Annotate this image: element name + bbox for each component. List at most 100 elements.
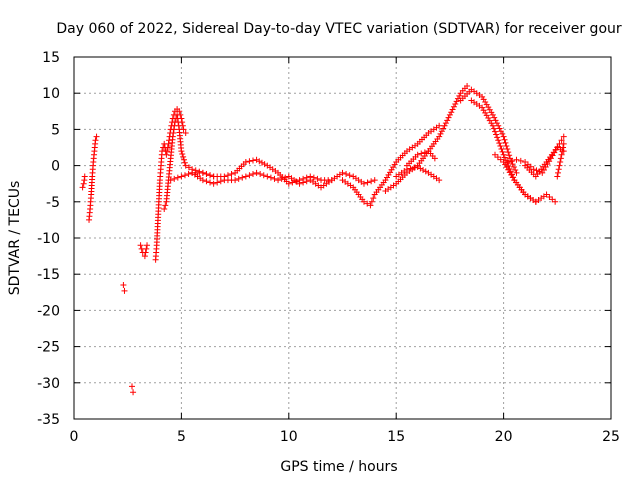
data-point: [513, 156, 520, 163]
y-tick-label: -25: [37, 340, 60, 356]
data-point: [261, 161, 268, 168]
data-point: [498, 145, 505, 152]
data-point: [494, 134, 501, 141]
series-trace-day-2: [189, 169, 378, 191]
data-point: [456, 92, 463, 99]
data-point: [502, 139, 509, 146]
data-point: [414, 164, 421, 171]
data-point: [162, 202, 169, 209]
series-trace-early-2: [86, 133, 100, 223]
data-point: [232, 177, 239, 184]
data-point: [560, 144, 567, 151]
data-point: [558, 137, 565, 144]
data-point: [558, 151, 565, 158]
data-point: [500, 151, 507, 158]
data-point: [303, 178, 310, 185]
data-point: [554, 173, 561, 180]
data-point: [441, 122, 448, 129]
data-point: [450, 103, 457, 110]
data-point: [199, 169, 206, 176]
data-point: [499, 148, 506, 155]
data-point: [442, 120, 449, 127]
data-point: [144, 242, 151, 249]
data-point: [282, 174, 289, 181]
data-point: [182, 130, 189, 137]
series-trace-midday: [339, 122, 443, 209]
series-trace-3h: [137, 242, 151, 260]
data-point: [368, 198, 375, 205]
data-point: [557, 158, 564, 165]
data-point: [179, 151, 186, 158]
x-tick-label: 15: [387, 429, 405, 445]
data-point: [181, 172, 188, 179]
data-point: [510, 164, 517, 171]
data-point: [174, 174, 181, 181]
x-tick-label: 10: [280, 429, 298, 445]
y-tick-label: 0: [51, 159, 60, 175]
data-point: [436, 133, 443, 140]
series-isolated-2: [128, 383, 137, 396]
y-tick-label: 10: [42, 86, 60, 102]
y-tick-label: -35: [37, 412, 60, 428]
data-point: [256, 158, 263, 165]
data-point: [203, 178, 210, 185]
data-point: [418, 150, 425, 157]
data-point: [446, 111, 453, 118]
data-point: [495, 137, 502, 144]
data-point: [180, 153, 187, 160]
data-point: [414, 151, 421, 158]
y-tick-label: -10: [37, 231, 60, 247]
data-point: [367, 202, 374, 209]
data-point: [490, 125, 497, 132]
data-point: [130, 389, 137, 396]
x-tick-label: 20: [495, 429, 513, 445]
data-point: [552, 198, 559, 205]
data-point: [170, 130, 177, 137]
data-point: [271, 175, 278, 182]
data-point: [431, 155, 438, 162]
points-layer: [79, 82, 567, 396]
data-point: [452, 101, 459, 108]
data-point: [267, 174, 274, 181]
y-tick-label: -5: [46, 195, 60, 211]
data-point: [360, 198, 367, 205]
data-point: [143, 245, 150, 252]
data-point: [142, 249, 149, 256]
series-trace-late-2: [522, 144, 567, 180]
data-point: [509, 157, 516, 164]
data-point: [499, 130, 506, 137]
data-point: [370, 195, 377, 202]
y-tick-label: 15: [42, 50, 60, 66]
data-point: [505, 149, 512, 156]
data-point: [174, 111, 181, 118]
data-point: [79, 184, 86, 191]
data-point: [503, 142, 510, 149]
data-point: [448, 109, 455, 116]
ticks-layer: 0 5 10 15 20 25 -35 -30 -25 -20 -15 -10 -5 0 5 10 15: [37, 50, 620, 445]
data-point: [181, 159, 188, 166]
data-point: [180, 156, 187, 163]
data-point: [137, 242, 144, 249]
x-tick-label: 25: [602, 429, 620, 445]
data-point: [175, 119, 182, 126]
data-point: [453, 98, 460, 105]
data-point: [371, 177, 378, 184]
x-axis-title: GPS time / hours: [280, 459, 397, 475]
data-point: [178, 173, 185, 180]
series-trace-midday-4: [403, 148, 438, 169]
data-point: [554, 144, 561, 151]
data-point: [199, 177, 206, 184]
data-point: [217, 178, 224, 185]
data-point: [346, 172, 353, 179]
data-point: [437, 130, 444, 137]
data-point: [170, 126, 177, 133]
data-point: [492, 117, 499, 124]
data-point: [496, 125, 503, 132]
series-trace-early-1: [79, 173, 88, 191]
data-point: [175, 122, 182, 129]
data-point: [235, 175, 242, 182]
data-point: [555, 166, 562, 173]
data-point: [242, 173, 249, 180]
